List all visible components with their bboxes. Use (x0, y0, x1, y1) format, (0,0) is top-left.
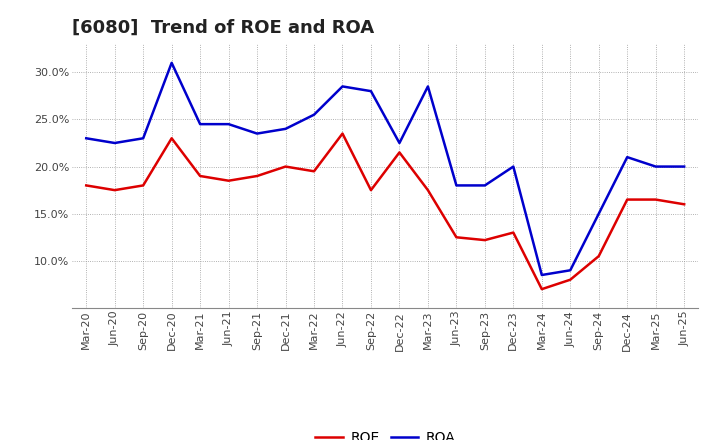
ROA (110, 140, 119, 146)
ROA (452, 183, 461, 188)
ROA (537, 272, 546, 278)
ROE (310, 169, 318, 174)
ROE (423, 187, 432, 193)
Line: ROE: ROE (86, 134, 684, 289)
ROE (366, 187, 375, 193)
ROA (652, 164, 660, 169)
ROE (338, 131, 347, 136)
ROE (225, 178, 233, 183)
ROA (395, 140, 404, 146)
ROA (82, 136, 91, 141)
ROA (338, 84, 347, 89)
ROE (282, 164, 290, 169)
Text: [6080]  Trend of ROE and ROA: [6080] Trend of ROE and ROA (72, 19, 374, 37)
ROA (310, 112, 318, 117)
ROE (509, 230, 518, 235)
ROE (167, 136, 176, 141)
ROA (623, 154, 631, 160)
ROE (452, 235, 461, 240)
ROE (395, 150, 404, 155)
ROA (253, 131, 261, 136)
ROE (652, 197, 660, 202)
ROA (139, 136, 148, 141)
ROE (566, 277, 575, 282)
ROA (566, 268, 575, 273)
ROE (623, 197, 631, 202)
ROA (366, 88, 375, 94)
ROA (680, 164, 688, 169)
ROE (196, 173, 204, 179)
ROA (509, 164, 518, 169)
ROA (167, 60, 176, 66)
ROE (680, 202, 688, 207)
ROE (253, 173, 261, 179)
ROE (110, 187, 119, 193)
ROA (480, 183, 489, 188)
Line: ROA: ROA (86, 63, 684, 275)
ROE (595, 253, 603, 259)
ROE (139, 183, 148, 188)
ROA (196, 121, 204, 127)
ROE (480, 238, 489, 243)
ROA (282, 126, 290, 132)
ROA (225, 121, 233, 127)
ROA (595, 211, 603, 216)
ROA (423, 84, 432, 89)
Legend: ROE, ROA: ROE, ROA (310, 426, 461, 440)
ROE (82, 183, 91, 188)
ROE (537, 286, 546, 292)
